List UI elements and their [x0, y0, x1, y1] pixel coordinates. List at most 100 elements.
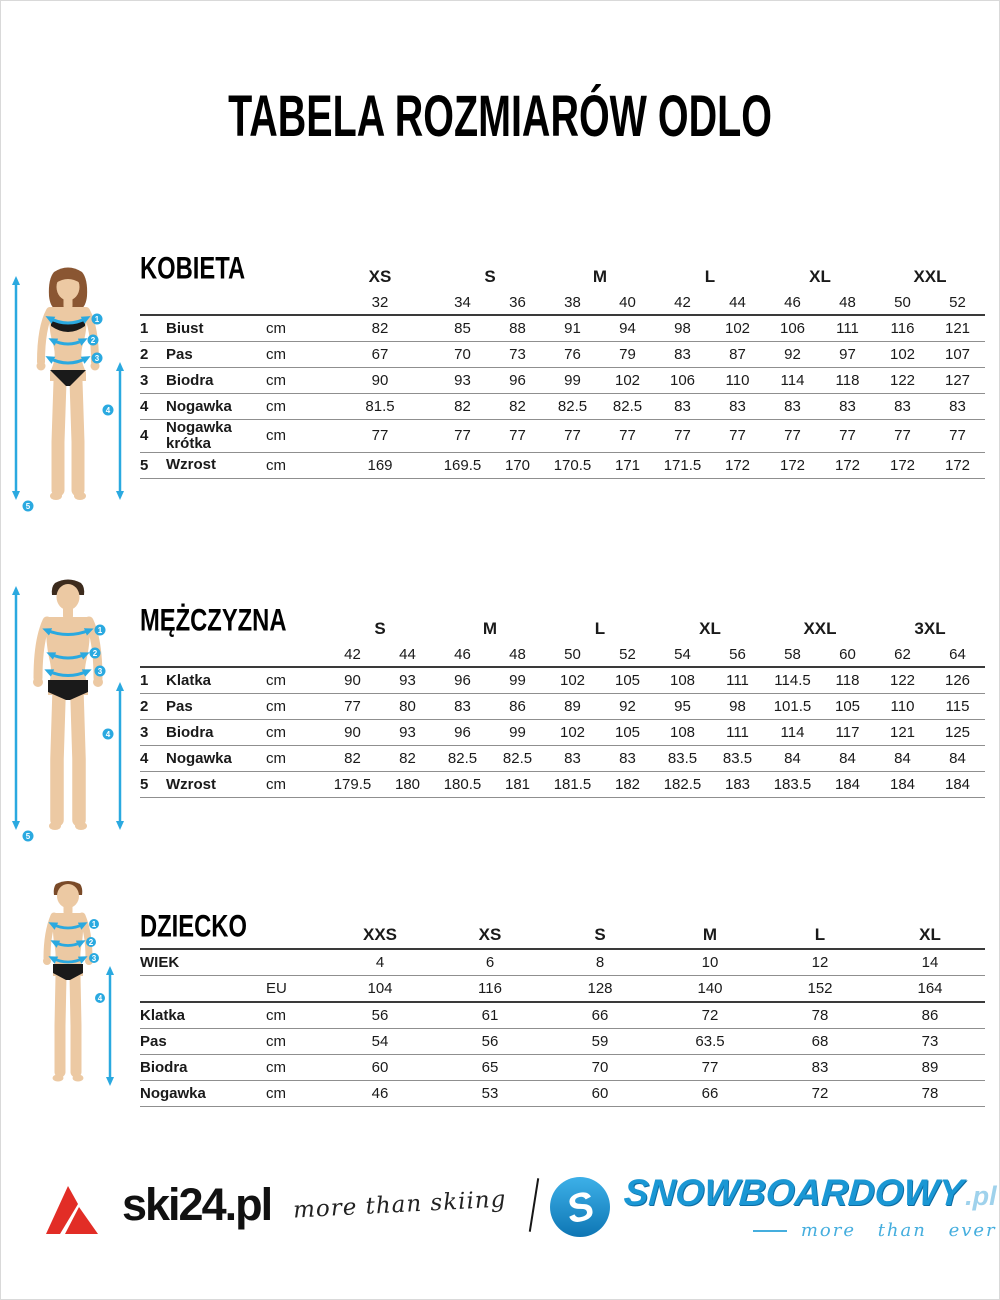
value-cell: 126: [944, 672, 971, 689]
value-group: 91 94: [545, 320, 655, 337]
value-cell: 83: [454, 698, 471, 715]
subsize-value: 32: [371, 293, 389, 311]
value-cell: 6: [485, 954, 495, 971]
value-cell: 118: [835, 372, 860, 389]
value-cell: 93: [454, 372, 471, 389]
section-title: DZIECKO: [140, 908, 247, 944]
row-number: 4: [140, 398, 149, 415]
row-lead: 2 Pas cm: [140, 342, 325, 367]
value-cell: 99: [509, 672, 526, 689]
table-row: 4 Nogawka cm 81.5 82 82 82.5 82.5 83 83 83 83 83 83: [140, 394, 985, 420]
value-group: 90 93: [325, 724, 435, 741]
row-lead: EU: [140, 976, 325, 1001]
value-cell: 84: [784, 750, 801, 767]
value-group: 95 98: [655, 698, 765, 715]
value-group: 83 83: [545, 750, 655, 767]
svg-text:4: 4: [98, 994, 103, 1003]
table-row: Klatka cm 56 61 66 72 78 86: [140, 1003, 985, 1029]
size-label: XL: [699, 619, 721, 638]
section-title: KOBIETA: [140, 250, 246, 286]
value-cell: 180: [394, 776, 421, 793]
row-unit: cm: [266, 672, 286, 689]
value-group: 172 172: [875, 457, 985, 474]
row-unit: cm: [266, 1085, 286, 1102]
value-cell: 77: [701, 1059, 719, 1076]
row-label: Nogawka krótka: [166, 419, 232, 452]
value-group: 110 115: [875, 698, 985, 715]
row-label: Klatka: [166, 671, 212, 689]
value-cell: 122: [889, 672, 916, 689]
value-group: 83.5 83.5: [655, 750, 765, 767]
size-column-header: L: [545, 619, 655, 639]
size-label: 3XL: [914, 619, 946, 638]
subsize-value: 58: [784, 645, 801, 663]
table-header-row: KOBIETA XS S M L XL XXL: [140, 250, 985, 290]
value-cell: 118: [835, 672, 860, 689]
value-cell: 105: [614, 724, 641, 741]
value-group: 83 83: [875, 398, 985, 415]
value-cell: 111: [836, 320, 859, 337]
value-cell: 90: [344, 724, 361, 741]
value-cell: 106: [779, 320, 806, 337]
value-cell: 102: [724, 320, 751, 337]
snowboardowy-circle-icon: S: [550, 1176, 610, 1237]
value-cell: 184: [834, 776, 861, 793]
subsize-group: 32: [325, 294, 435, 311]
row-label: Biust: [166, 319, 204, 337]
value-cell: 59: [591, 1033, 609, 1050]
row-lead: 5 Wzrost cm: [140, 772, 325, 797]
table-row: Nogawka cm 46 53 60 66 72 78: [140, 1081, 985, 1107]
value-cell: 70: [591, 1059, 609, 1076]
value-cell: 81.5: [365, 398, 395, 415]
value-cell: 8: [595, 954, 605, 971]
subsize-value: 52: [619, 645, 636, 663]
row-lead: Klatka cm: [140, 1003, 325, 1028]
row-label: Nogawka: [166, 397, 232, 415]
row-unit: cm: [266, 427, 286, 445]
section-title-cell: MĘŻCZYZNA: [140, 602, 325, 639]
value-cell: 73: [921, 1033, 939, 1050]
row-unit: cm: [266, 1059, 286, 1076]
value-group: 46: [325, 1085, 435, 1102]
value-cell: 172: [779, 456, 806, 474]
section-title-cell: KOBIETA: [140, 250, 325, 287]
value-cell: 96: [454, 724, 471, 741]
ski24-tagline-text: more than skiing: [292, 1186, 508, 1224]
value-cell: 83: [674, 346, 691, 363]
svg-text:1: 1: [98, 626, 103, 635]
value-group: 78: [765, 1007, 875, 1024]
value-cell: 114: [780, 372, 805, 389]
value-cell: 82.5: [557, 398, 588, 415]
value-group: 122 127: [875, 372, 985, 389]
svg-text:3: 3: [95, 354, 100, 363]
value-cell: 83: [894, 398, 911, 415]
row-unit: cm: [266, 398, 286, 415]
value-cell: 66: [591, 1007, 609, 1024]
value-group: 78: [875, 1085, 985, 1102]
value-group: 181.5 182: [545, 776, 655, 793]
value-group: 172 172: [765, 457, 875, 474]
value-cell: 98: [729, 698, 746, 715]
table-row: EU 104 116 128 140 152 164: [140, 976, 985, 1003]
height-arrow: [12, 276, 124, 500]
value-cell: 70: [454, 346, 471, 363]
subsize-group: 42 44: [655, 294, 765, 311]
value-group: 89: [875, 1059, 985, 1076]
value-cell: 77: [509, 427, 526, 445]
row-number: 5: [140, 456, 149, 474]
value-cell: 83: [811, 1059, 829, 1076]
row-unit: cm: [266, 456, 286, 474]
row-unit: cm: [266, 750, 286, 767]
value-cell: 101.5: [773, 698, 812, 715]
child-body-icon: 1 2 3 4: [43, 881, 114, 1086]
size-column-header: S: [435, 267, 545, 287]
value-cell: 152: [807, 980, 833, 997]
woman-figure-illustration: 1 2 3 4 5: [4, 262, 132, 514]
row-label: Pas: [166, 697, 193, 715]
subsize-value: 38: [564, 293, 581, 311]
row-label: Biodra: [166, 723, 214, 741]
value-cell: 172: [944, 456, 971, 474]
size-column-header: XXL: [875, 267, 985, 287]
value-group: 171.5 172: [655, 457, 765, 474]
value-cell: 56: [371, 1007, 389, 1024]
